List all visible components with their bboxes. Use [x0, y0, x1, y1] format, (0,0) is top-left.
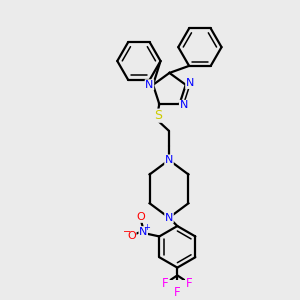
Text: −: −	[123, 227, 131, 237]
Text: N: N	[179, 100, 188, 110]
Text: N: N	[165, 213, 173, 223]
Text: F: F	[174, 286, 181, 299]
Text: N: N	[165, 155, 173, 165]
Text: F: F	[162, 277, 169, 290]
Text: O: O	[136, 212, 146, 222]
Text: N: N	[186, 78, 194, 88]
Text: N: N	[139, 227, 147, 237]
Text: N: N	[145, 80, 154, 90]
Text: O: O	[127, 231, 136, 241]
Text: S: S	[154, 109, 162, 122]
Text: F: F	[186, 277, 192, 290]
Text: +: +	[143, 223, 150, 232]
